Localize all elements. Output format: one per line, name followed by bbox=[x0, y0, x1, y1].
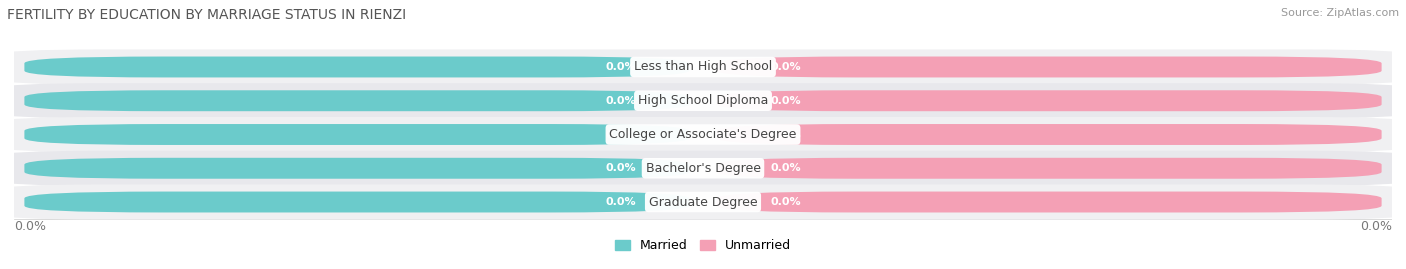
Text: 0.0%: 0.0% bbox=[605, 96, 636, 106]
Text: 0.0%: 0.0% bbox=[605, 62, 636, 72]
Text: 0.0%: 0.0% bbox=[14, 220, 46, 233]
FancyBboxPatch shape bbox=[0, 49, 1406, 84]
FancyBboxPatch shape bbox=[24, 158, 689, 179]
FancyBboxPatch shape bbox=[0, 117, 1406, 152]
Text: Graduate Degree: Graduate Degree bbox=[648, 196, 758, 208]
Text: 0.0%: 0.0% bbox=[605, 163, 636, 173]
FancyBboxPatch shape bbox=[24, 192, 689, 213]
FancyBboxPatch shape bbox=[0, 151, 1406, 186]
FancyBboxPatch shape bbox=[717, 90, 1382, 111]
Text: Less than High School: Less than High School bbox=[634, 61, 772, 73]
FancyBboxPatch shape bbox=[717, 124, 1382, 145]
Text: High School Diploma: High School Diploma bbox=[638, 94, 768, 107]
FancyBboxPatch shape bbox=[24, 56, 689, 77]
Text: 0.0%: 0.0% bbox=[605, 197, 636, 207]
Text: 0.0%: 0.0% bbox=[770, 129, 801, 140]
Text: Source: ZipAtlas.com: Source: ZipAtlas.com bbox=[1281, 8, 1399, 18]
FancyBboxPatch shape bbox=[717, 192, 1382, 213]
Text: FERTILITY BY EDUCATION BY MARRIAGE STATUS IN RIENZI: FERTILITY BY EDUCATION BY MARRIAGE STATU… bbox=[7, 8, 406, 22]
FancyBboxPatch shape bbox=[24, 90, 689, 111]
FancyBboxPatch shape bbox=[0, 83, 1406, 118]
Text: 0.0%: 0.0% bbox=[770, 62, 801, 72]
Text: 0.0%: 0.0% bbox=[770, 197, 801, 207]
Text: College or Associate's Degree: College or Associate's Degree bbox=[609, 128, 797, 141]
Text: 0.0%: 0.0% bbox=[770, 163, 801, 173]
FancyBboxPatch shape bbox=[0, 185, 1406, 220]
Text: 0.0%: 0.0% bbox=[1360, 220, 1392, 233]
FancyBboxPatch shape bbox=[717, 158, 1382, 179]
Legend: Married, Unmarried: Married, Unmarried bbox=[614, 239, 792, 252]
FancyBboxPatch shape bbox=[24, 124, 689, 145]
Text: 0.0%: 0.0% bbox=[605, 129, 636, 140]
Text: Bachelor's Degree: Bachelor's Degree bbox=[645, 162, 761, 175]
Text: 0.0%: 0.0% bbox=[770, 96, 801, 106]
FancyBboxPatch shape bbox=[717, 56, 1382, 77]
